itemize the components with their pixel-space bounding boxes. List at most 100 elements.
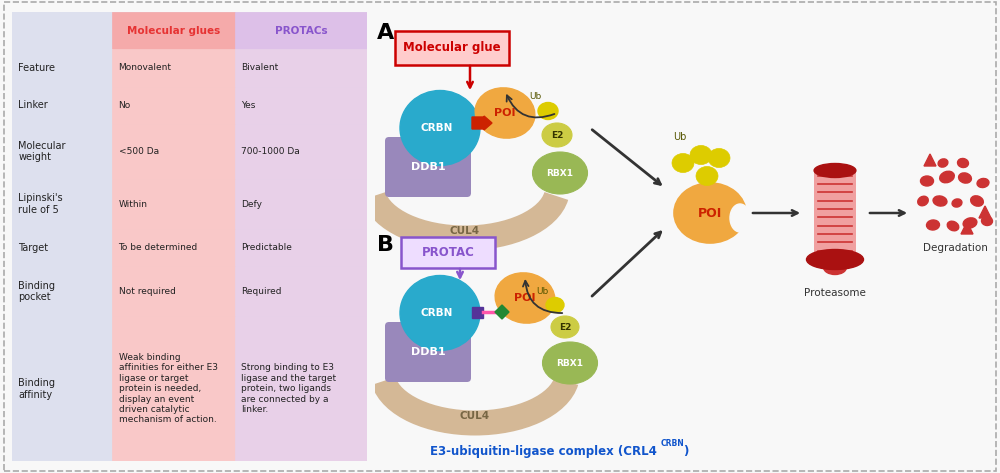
Text: Linker: Linker [18, 100, 48, 110]
Text: <500 Da: <500 Da [119, 147, 159, 156]
FancyBboxPatch shape [395, 31, 509, 65]
Bar [12, 179, 112, 229]
Text: Defy: Defy [241, 200, 262, 209]
Text: CRBN: CRBN [421, 308, 453, 318]
Text: Predictable: Predictable [241, 243, 292, 252]
Ellipse shape [824, 261, 846, 274]
Text: RBX1: RBX1 [546, 168, 574, 177]
Bar [112, 229, 235, 266]
Text: CUL4: CUL4 [450, 226, 480, 236]
Text: Within: Within [119, 200, 148, 209]
Text: Ub: Ub [673, 132, 687, 142]
FancyArrow shape [472, 116, 492, 130]
Text: CRBN: CRBN [421, 123, 453, 133]
Text: Molecular glue: Molecular glue [403, 41, 501, 54]
Bar [235, 87, 367, 124]
Polygon shape [961, 222, 973, 234]
Polygon shape [495, 305, 509, 319]
Text: E3-ubiquitin-ligase complex (CRL4: E3-ubiquitin-ligase complex (CRL4 [430, 445, 657, 457]
Bar [235, 266, 367, 316]
Ellipse shape [959, 173, 971, 183]
Text: POI: POI [514, 293, 536, 303]
Ellipse shape [977, 178, 989, 188]
Text: E2: E2 [559, 323, 571, 332]
Ellipse shape [672, 154, 694, 173]
Text: Molecular
weight: Molecular weight [18, 141, 66, 162]
Ellipse shape [806, 249, 864, 270]
Text: Strong binding to E3
ligase and the target
protein, two ligands
are connected by: Strong binding to E3 ligase and the targ… [241, 363, 336, 414]
Ellipse shape [958, 158, 968, 167]
Ellipse shape [814, 164, 856, 177]
FancyBboxPatch shape [814, 168, 856, 257]
Text: Ub: Ub [536, 287, 548, 296]
Bar [112, 316, 235, 461]
Ellipse shape [690, 146, 712, 165]
Bar [112, 12, 235, 49]
Text: Not required: Not required [119, 287, 175, 296]
Text: Target: Target [18, 243, 48, 253]
Ellipse shape [495, 273, 555, 323]
Text: No: No [119, 101, 131, 110]
Bar [235, 229, 367, 266]
Ellipse shape [400, 275, 480, 350]
Text: DDB1: DDB1 [411, 347, 445, 357]
Bar [112, 266, 235, 316]
Ellipse shape [982, 217, 992, 226]
Text: Binding
pocket: Binding pocket [18, 280, 55, 302]
Ellipse shape [674, 183, 746, 243]
Text: Ub: Ub [529, 91, 541, 100]
Bar [12, 124, 112, 179]
Ellipse shape [927, 220, 939, 230]
Text: Monovalent: Monovalent [119, 63, 172, 72]
Text: ): ) [683, 445, 688, 457]
Text: 700-1000 Da: 700-1000 Da [241, 147, 300, 156]
Bar [235, 124, 367, 179]
Text: Weak binding
affinities for either E3
ligase or target
protein is needed,
displa: Weak binding affinities for either E3 li… [119, 353, 218, 424]
Text: Required: Required [241, 287, 281, 296]
Text: Binding
affinity: Binding affinity [18, 378, 55, 400]
Ellipse shape [920, 176, 934, 186]
Text: PROTACs: PROTACs [275, 26, 327, 35]
Text: Lipinski's
rule of 5: Lipinski's rule of 5 [18, 193, 63, 215]
Text: B: B [377, 235, 394, 255]
Bar [235, 316, 367, 461]
Ellipse shape [730, 204, 750, 232]
Ellipse shape [546, 298, 564, 313]
Text: POI: POI [698, 207, 722, 219]
Ellipse shape [918, 196, 928, 206]
Ellipse shape [938, 159, 948, 167]
Ellipse shape [940, 171, 954, 183]
Ellipse shape [933, 196, 947, 206]
Bar [12, 229, 112, 266]
Bar [12, 49, 112, 87]
FancyBboxPatch shape [385, 137, 471, 197]
Text: Yes: Yes [241, 101, 255, 110]
Text: PROTAC: PROTAC [422, 246, 474, 259]
Ellipse shape [400, 90, 480, 166]
Bar [112, 124, 235, 179]
Text: RBX1: RBX1 [556, 359, 584, 368]
FancyBboxPatch shape [385, 322, 471, 382]
Ellipse shape [551, 316, 579, 338]
Text: Degradation: Degradation [923, 243, 987, 253]
Text: Molecular glues: Molecular glues [127, 26, 220, 35]
Bar [112, 49, 235, 87]
Bar [12, 12, 112, 49]
Polygon shape [924, 154, 936, 166]
Ellipse shape [538, 103, 558, 120]
Text: CUL4: CUL4 [460, 411, 490, 421]
Ellipse shape [963, 218, 977, 228]
Bar [235, 12, 367, 49]
Bar [112, 179, 235, 229]
Text: E2: E2 [551, 131, 563, 140]
Ellipse shape [542, 123, 572, 147]
Ellipse shape [952, 199, 962, 207]
Text: DDB1: DDB1 [411, 161, 445, 172]
Ellipse shape [475, 88, 535, 138]
Bar [12, 87, 112, 124]
FancyBboxPatch shape [401, 237, 495, 268]
Text: CRBN: CRBN [661, 438, 685, 447]
Text: To be determined: To be determined [119, 243, 198, 252]
Text: Feature: Feature [18, 63, 55, 73]
Bar [472, 307, 483, 318]
